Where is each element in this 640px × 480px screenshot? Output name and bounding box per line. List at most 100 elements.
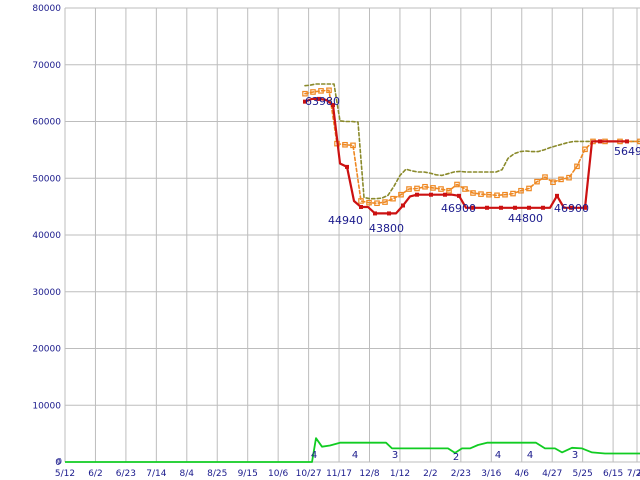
series-marker-mid	[406, 186, 412, 192]
series-marker-mid	[390, 195, 396, 202]
series-marker-low	[317, 96, 321, 101]
series-marker-mid	[574, 163, 580, 170]
series-marker-mid	[454, 181, 460, 188]
x-tick-label: 6/23	[116, 469, 136, 479]
series-marker-mid	[582, 146, 588, 153]
volume-count-series	[65, 437, 640, 463]
series-marker-mid	[302, 90, 308, 97]
series-marker-mid	[430, 185, 436, 191]
series-marker-mid	[438, 186, 444, 192]
x-tick-label: 4/6	[515, 469, 530, 479]
grid-lines	[64, 7, 640, 463]
y-axis-tick-labels: 0 10000 20000 30000 40000 50000 60000 70000 8000…	[32, 4, 61, 468]
series-marker-mid	[342, 141, 348, 148]
y-tick-label: 40000	[32, 231, 61, 241]
y-tick-label: 80000	[32, 4, 61, 14]
count-value-label: 4	[352, 450, 358, 461]
y-tick-label: 70000	[32, 61, 61, 71]
series-marker-mid	[398, 191, 404, 198]
series-marker-mid	[526, 185, 532, 192]
y-tick-label: 10000	[32, 401, 61, 411]
series-marker-mid	[534, 178, 540, 185]
series-marker-mid	[462, 186, 468, 192]
series-line-high	[304, 83, 640, 200]
series-marker-mid	[558, 176, 564, 183]
count-value-label: 4	[311, 450, 317, 461]
x-tick-label: 5/12	[55, 469, 75, 479]
series-marker-mid	[366, 199, 372, 206]
series-marker-low	[373, 211, 377, 216]
count-line	[65, 437, 640, 463]
series-line-mid	[304, 89, 640, 204]
series-marker-mid	[470, 190, 476, 196]
series-marker-low	[387, 211, 391, 216]
series-marker-low	[429, 192, 433, 197]
x-tick-label: 5/25	[573, 469, 593, 479]
series-marker-low	[345, 164, 349, 169]
series-marker-low	[583, 205, 587, 210]
y-tick-label: 0	[55, 458, 61, 468]
series-marker-low	[485, 205, 489, 210]
x-axis-tick-labels: 5/12 6/2 6/23 7/14 8/4 8/25 9/15 10/6 10/27 11/17…	[55, 469, 640, 479]
series-marker-low	[401, 203, 405, 208]
series-marker-low	[569, 205, 573, 210]
x-tick-label: 7/14	[146, 469, 166, 479]
y-tick-label: 50000	[32, 174, 61, 184]
zero-label: 0	[57, 457, 62, 466]
x-tick-label: 4/27	[542, 469, 562, 479]
x-tick-label: 8/4	[180, 469, 195, 479]
x-tick-label: 1/12	[390, 469, 410, 479]
y-tick-label: 20000	[32, 345, 61, 355]
series-marker-mid	[358, 198, 364, 204]
series-marker-mid	[478, 191, 484, 197]
series-marker-mid	[446, 187, 452, 194]
x-tick-label: 2/23	[451, 469, 471, 479]
series-marker-mid	[374, 200, 380, 207]
series-line-low	[303, 97, 629, 215]
x-tick-label: 9/15	[238, 469, 258, 479]
x-tick-label: 11/17	[326, 469, 352, 479]
x-tick-label: 3/16	[481, 469, 501, 479]
point-value-label: 46900	[554, 202, 589, 215]
count-value-label: 4	[527, 450, 533, 461]
series-marker-low	[513, 205, 517, 210]
series-marker-low	[527, 205, 531, 210]
series-marker-low	[443, 192, 447, 197]
series-marker-low	[359, 204, 363, 209]
series-marker-low	[457, 193, 461, 198]
point-value-label: 46900	[441, 202, 476, 215]
count-value-label: 2	[453, 452, 459, 463]
point-value-label: 44940	[328, 214, 363, 227]
series-marker-mid	[486, 191, 492, 198]
volume-count-labels: 4 4 3 2 4 4 3	[311, 450, 578, 463]
series-marker-mid	[502, 191, 508, 198]
series-marker-mid	[326, 87, 332, 94]
x-tick-label: 8/25	[207, 469, 227, 479]
series-marker-mid	[542, 174, 548, 180]
x-tick-label: 12/8	[359, 469, 379, 479]
series-marker-mid	[550, 179, 556, 186]
series-marker-low	[303, 99, 307, 104]
series-marker-mid	[414, 185, 420, 192]
series-marker-low	[471, 205, 475, 210]
series-marker-mid	[422, 183, 428, 190]
count-value-label: 4	[495, 450, 501, 461]
series-marker-mid	[494, 192, 500, 199]
series-marker-low	[541, 205, 545, 210]
series-marker-mid	[518, 187, 524, 194]
x-tick-label: 2/2	[423, 469, 437, 479]
data-series-group	[302, 83, 640, 216]
series-marker-mid	[318, 88, 324, 94]
count-value-label: 3	[392, 450, 398, 461]
y-tick-label: 60000	[32, 118, 61, 128]
y-tick-label: 30000	[32, 288, 61, 298]
point-value-label: 63980	[305, 95, 340, 108]
series-marker-mid	[382, 199, 388, 205]
series-marker-low	[499, 205, 503, 210]
zero-origin-label: 0	[57, 457, 62, 466]
x-tick-label: 6/2	[88, 469, 102, 479]
